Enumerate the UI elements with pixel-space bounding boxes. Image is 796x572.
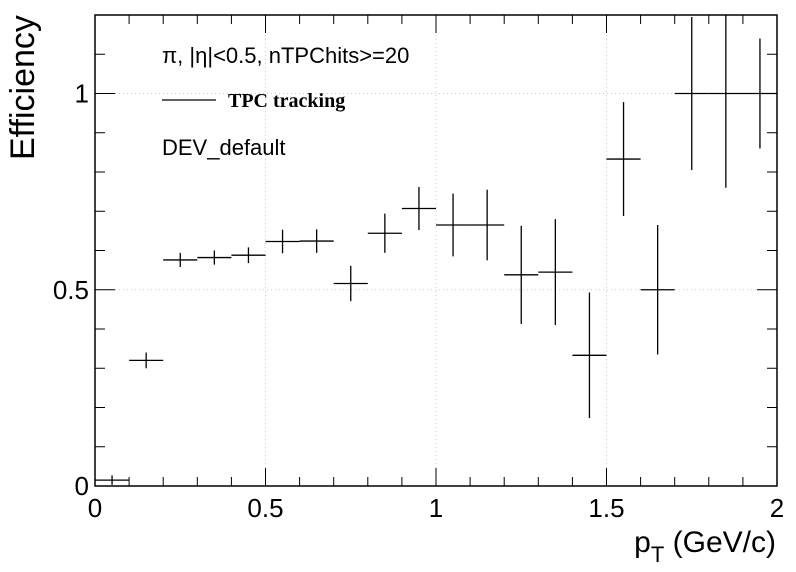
data-point <box>640 224 675 355</box>
x-axis-label-unit: (GeV/c) <box>664 526 776 559</box>
x-tick-label: 1 <box>429 493 443 523</box>
data-point <box>436 193 471 257</box>
data-point <box>333 265 368 302</box>
data-point <box>470 189 505 261</box>
y-tick-label: 0.5 <box>53 275 89 305</box>
data-point <box>163 252 198 267</box>
legend-label-tpc-tracking: TPC tracking <box>228 90 345 112</box>
data-point <box>401 186 436 231</box>
data-point <box>538 219 573 326</box>
axis-ticks <box>94 14 778 487</box>
x-axis-label: pT (GeV/c) <box>634 526 776 567</box>
data-point <box>742 38 777 149</box>
data-point <box>708 15 743 188</box>
annotation-dev-default: DEV_default <box>162 135 286 160</box>
data-point <box>129 352 164 369</box>
y-tick-label: 1 <box>75 79 89 109</box>
data-point <box>504 225 539 324</box>
data-points <box>95 15 777 485</box>
plot-frame <box>94 14 778 487</box>
data-point <box>606 102 641 216</box>
data-point <box>299 229 334 253</box>
y-axis-label: Efficiency <box>4 15 42 160</box>
data-point <box>95 475 130 485</box>
x-tick-label: 2 <box>770 493 784 523</box>
y-tick-labels: 00.51 <box>53 79 89 502</box>
data-point <box>674 16 709 171</box>
data-point <box>231 247 266 264</box>
data-point <box>265 229 300 254</box>
data-point <box>367 213 402 253</box>
x-tick-label: 1.5 <box>588 493 624 523</box>
x-tick-labels: 0 0.5 1 1.5 2 <box>88 493 784 523</box>
x-axis-label-main: p <box>634 526 651 559</box>
x-tick-label: 0 <box>88 493 102 523</box>
data-point <box>197 250 232 265</box>
grid-lines <box>95 15 777 486</box>
data-point <box>572 292 607 419</box>
annotation-selection: π, |η|<0.5, nTPChits>=20 <box>162 43 409 68</box>
x-tick-label: 0.5 <box>247 493 283 523</box>
y-tick-label: 0 <box>75 471 89 501</box>
x-axis-label-sub: T <box>651 542 664 567</box>
